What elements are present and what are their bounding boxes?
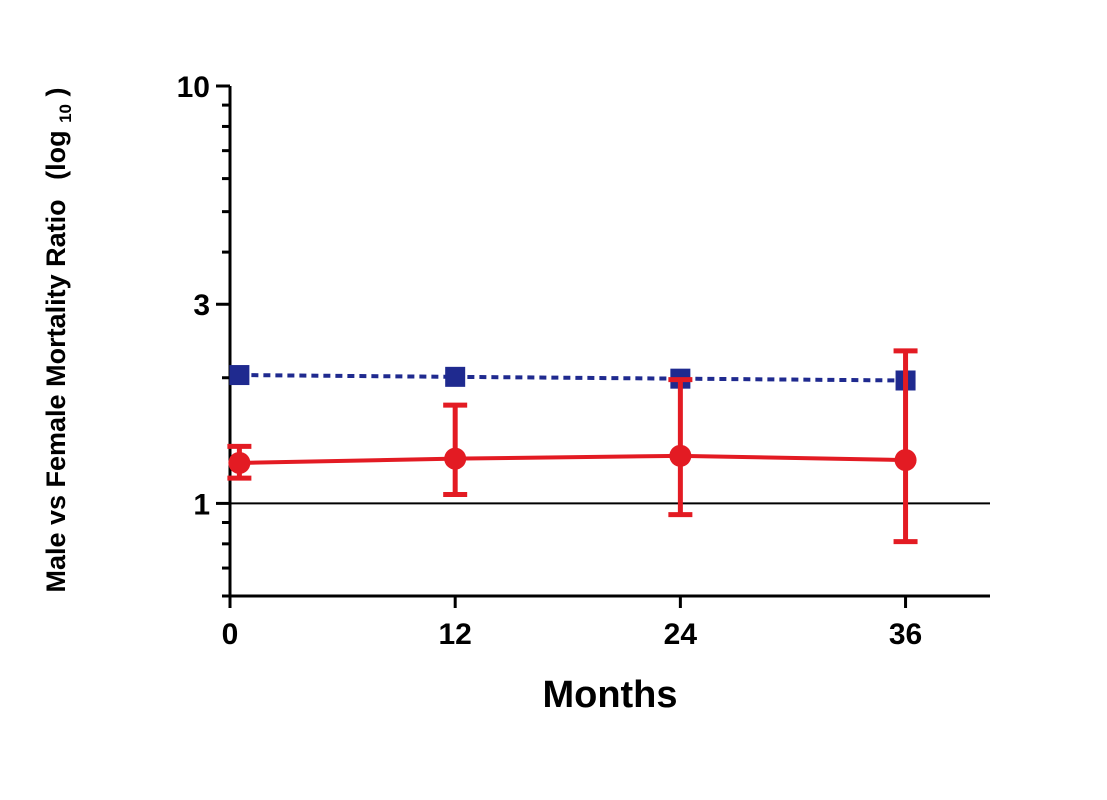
axes bbox=[216, 84, 990, 608]
y-tick-label: 1 bbox=[193, 488, 210, 521]
labels-layer: 1 3 10 0 12 24 36 bbox=[177, 71, 923, 651]
x-tick-label: 12 bbox=[438, 618, 471, 651]
data-point bbox=[228, 451, 251, 474]
series-layer bbox=[227, 348, 918, 545]
series-line bbox=[239, 453, 906, 465]
y-tick-label: 10 bbox=[177, 71, 210, 104]
x-tick-label: 36 bbox=[889, 618, 922, 651]
series-2 bbox=[227, 348, 918, 545]
y-axis-title-subscript: 10 bbox=[56, 104, 75, 123]
error-bar bbox=[893, 348, 918, 545]
series-line bbox=[239, 373, 906, 383]
y-axis-title: Male vs Female Mortality Ratio (log 10 ) bbox=[41, 87, 77, 592]
y-axis-title-scale: (log bbox=[41, 130, 71, 179]
y-axis-title-main: Male vs Female Mortality Ratio bbox=[41, 199, 71, 592]
x-tick-label: 0 bbox=[222, 618, 239, 651]
data-point bbox=[444, 447, 467, 470]
data-point bbox=[445, 366, 466, 387]
y-axis-title-close: ) bbox=[41, 87, 71, 96]
x-axis-title: Months bbox=[542, 674, 677, 716]
series-1 bbox=[229, 365, 916, 391]
data-point bbox=[894, 449, 917, 472]
y-tick-label: 3 bbox=[193, 289, 210, 322]
data-point bbox=[229, 365, 250, 386]
x-tick-label: 24 bbox=[664, 618, 698, 651]
data-point bbox=[669, 444, 692, 467]
